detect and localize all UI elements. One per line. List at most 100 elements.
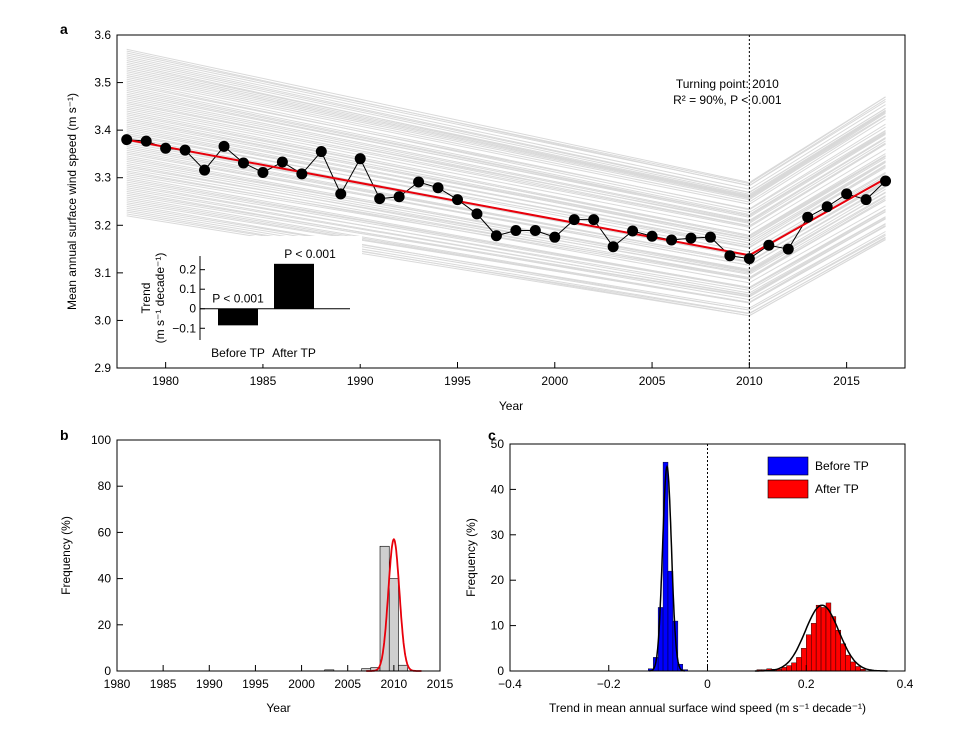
observed-point — [471, 208, 483, 220]
ensemble-line — [126, 131, 886, 246]
panel-label-a: a — [60, 21, 68, 37]
observed-point — [588, 214, 600, 226]
ensemble-line — [126, 97, 886, 222]
y-tick-label: 40 — [98, 572, 112, 586]
x-tick-label: 1985 — [250, 374, 277, 388]
observed-point — [218, 140, 230, 152]
observed-point — [666, 234, 678, 246]
histogram-bar-before-tp — [662, 461, 669, 672]
observed-point — [296, 168, 308, 180]
observed-point — [140, 135, 152, 147]
x-tick-label: 1995 — [444, 374, 471, 388]
y-tick-label: 100 — [91, 433, 111, 447]
y-tick-label: 30 — [491, 528, 505, 542]
histogram-bar-after-tp — [806, 634, 812, 672]
histogram-bar-after-tp — [850, 661, 856, 672]
inset-y-tick-label: −0.1 — [172, 321, 196, 335]
inset-category-label: Before TP — [211, 346, 265, 360]
ensemble-line — [126, 196, 886, 303]
x-tick-label: 0 — [704, 677, 711, 691]
observed-point — [704, 231, 716, 243]
observed-point — [393, 191, 405, 203]
panel-c-plot: 0 10 20 30 40 50 −0.4 −0.2 0 0.2 0.4 — [491, 437, 914, 691]
x-tick-label: −0.4 — [498, 677, 522, 691]
observed-point — [743, 253, 755, 265]
panel-b-chart: 0 20 40 60 80 100 1980 1985 1990 1995 2000 2005 2010… — [59, 433, 454, 715]
inset-y-axis-label-line2: (m s⁻¹ decade⁻¹) — [153, 253, 167, 344]
ensemble-line — [126, 149, 886, 266]
x-tick-label: 2010 — [381, 677, 408, 691]
observed-point — [646, 230, 658, 242]
observed-point — [451, 194, 463, 206]
observed-point — [627, 225, 639, 237]
y-tick-label: 20 — [491, 573, 505, 587]
ensemble-line — [126, 61, 886, 195]
y-tick-label: 3.5 — [94, 76, 111, 90]
y-tick-label: 3.3 — [94, 171, 111, 185]
observed-point — [335, 188, 347, 200]
x-tick-label: 1995 — [242, 677, 269, 691]
panel-label-b: b — [60, 427, 69, 443]
y-tick-label: 80 — [98, 479, 112, 493]
y-tick-label: 3.0 — [94, 313, 111, 327]
x-tick-label: 1980 — [152, 374, 179, 388]
inset-p-label: P < 0.001 — [284, 247, 336, 261]
ensemble-line — [126, 116, 886, 240]
observed-point — [276, 156, 288, 168]
ensemble-line — [126, 155, 886, 271]
observed-point — [860, 194, 872, 206]
observed-point — [529, 225, 541, 237]
observed-point — [199, 164, 211, 176]
observed-point — [821, 201, 833, 213]
histogram-bar-after-tp — [781, 667, 787, 672]
histogram-bar-after-tp — [815, 604, 822, 672]
x-tick-label: 0.4 — [897, 677, 914, 691]
legend-label-after-tp: After TP — [815, 482, 859, 496]
x-tick-label: 1990 — [196, 677, 223, 691]
panel-c-chart: 0 10 20 30 40 50 −0.4 −0.2 0 0.2 0.4 Trend in mean… — [464, 437, 914, 715]
ensemble-line — [126, 48, 886, 184]
observed-point — [413, 176, 425, 188]
y-tick-label: 60 — [98, 525, 112, 539]
y-tick-label: 0 — [104, 664, 111, 678]
histogram-bar — [398, 664, 409, 672]
inset-y-tick-label: 0.1 — [179, 282, 196, 296]
observed-point — [841, 188, 853, 200]
panel-b-axes-box — [116, 439, 441, 672]
histogram-bar — [388, 578, 399, 672]
inset-y-tick-label: 0.2 — [179, 263, 196, 277]
ensemble-line — [126, 159, 886, 270]
ensemble-line — [126, 86, 886, 216]
ensemble-line — [126, 80, 886, 211]
x-tick-label: 2005 — [639, 374, 666, 388]
histogram-bar-after-tp — [830, 616, 837, 672]
observed-point — [510, 225, 522, 237]
turning-point-annotation: Turning point: 2010 — [676, 77, 779, 91]
legend-label-before-tp: Before TP — [815, 459, 869, 473]
x-tick-label: 2015 — [833, 374, 860, 388]
panel-c-legend: Before TP After TP — [767, 456, 869, 499]
inset-y-axis-label-line1: Trend — [139, 283, 153, 314]
ensemble-line — [126, 76, 886, 203]
observed-point — [374, 193, 386, 205]
histogram-bar-after-tp — [801, 648, 807, 672]
y-tick-label: 40 — [491, 482, 505, 496]
y-tick-label: 2.9 — [94, 361, 111, 375]
observed-point — [257, 166, 269, 178]
inset-bar — [274, 263, 314, 309]
x-tick-label: 1990 — [347, 374, 374, 388]
observed-line — [126, 139, 886, 260]
panel-b-x-axis-label: Year — [266, 701, 290, 715]
y-tick-label: 50 — [491, 437, 505, 451]
ensemble-line — [126, 101, 886, 227]
histogram-bar-after-tp — [820, 607, 827, 672]
y-tick-label: 3.4 — [94, 123, 111, 137]
observed-point — [568, 214, 580, 226]
panel-a-frame: 2.9 3.0 3.1 3.2 3.3 3.4 3.5 3.6 1980 1985 1990 1995… — [94, 28, 906, 388]
inset-p-label: P < 0.001 — [212, 292, 264, 306]
histogram-bar-after-tp — [840, 643, 846, 672]
x-tick-label: 0.2 — [798, 677, 815, 691]
observed-point — [782, 243, 794, 255]
y-tick-label: 0 — [497, 664, 504, 678]
